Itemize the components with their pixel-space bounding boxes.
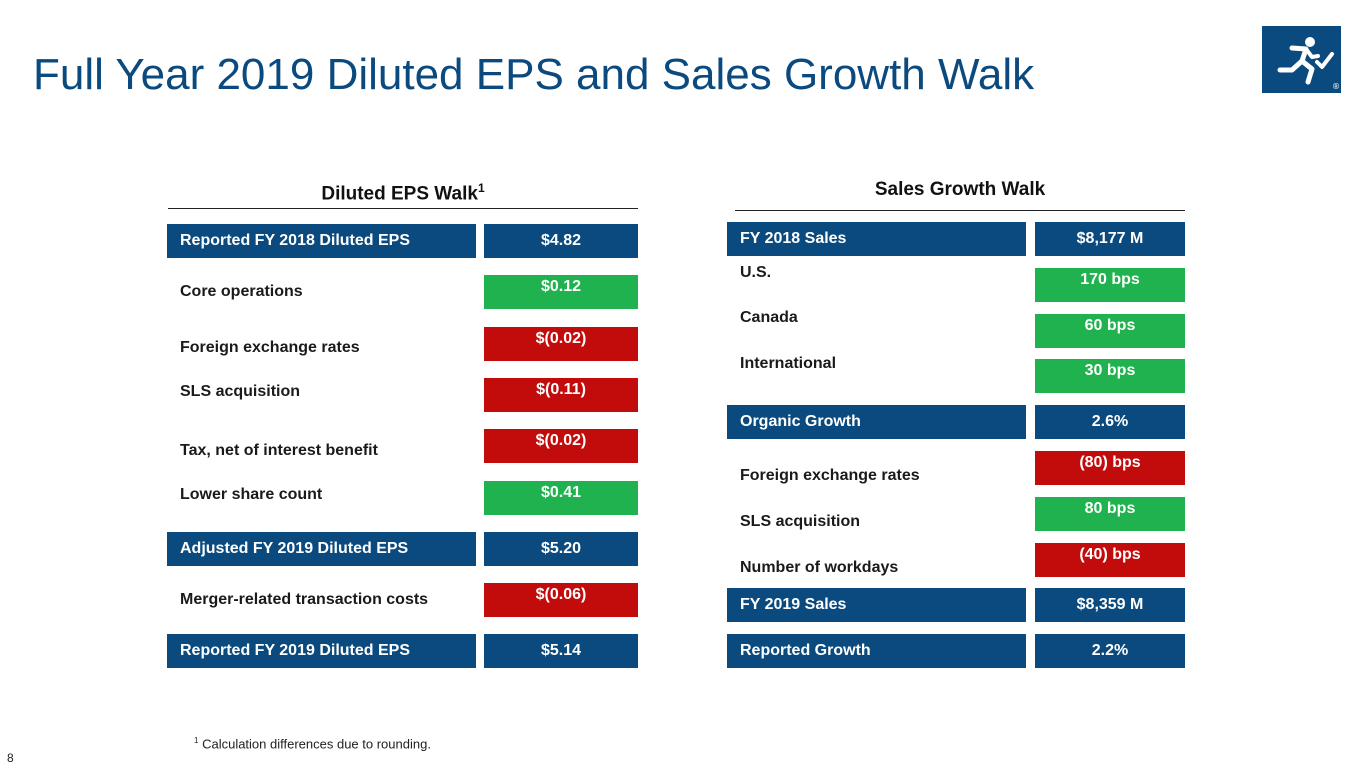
walk-row-label: Foreign exchange rates [740, 467, 920, 484]
walk-row-value: 2.6% [1035, 405, 1185, 440]
walk-row-label: Foreign exchange rates [180, 338, 360, 356]
walk-row-value: $8,177 M [1035, 222, 1185, 256]
walk-row-label: FY 2018 Sales [727, 222, 1026, 256]
walk-row-label: Tax, net of interest benefit [180, 442, 378, 460]
walk-row-label: SLS acquisition [180, 382, 301, 400]
walk-row-value: $0.41 [484, 480, 638, 515]
footnote-marker: 1 [194, 736, 199, 745]
walk-row-value: (80) bps [1035, 451, 1185, 485]
page-title: Full Year 2019 Diluted EPS and Sales Gro… [33, 50, 1035, 99]
walk-row-value: 2.2% [1035, 634, 1185, 669]
eps-heading-rule [168, 208, 638, 209]
company-logo: ® [1262, 26, 1341, 93]
walk-row-value: $(0.06) [484, 583, 638, 618]
registered-mark: ® [1332, 82, 1340, 91]
eps-walk-heading-footnote-ref: 1 [477, 181, 485, 195]
walk-row-value: 80 bps [1035, 496, 1185, 531]
walk-row-label: Reported Growth [727, 634, 1026, 669]
walk-row-label: Organic Growth [727, 405, 1026, 440]
walk-row-label: Adjusted FY 2019 Diluted EPS [167, 531, 476, 566]
walk-row-label: Number of workdays [740, 558, 899, 576]
eps-walk-heading-text: Diluted EPS Walk [321, 183, 478, 205]
walk-row-label: SLS acquisition [740, 512, 861, 530]
walk-row-value: $0.12 [484, 275, 638, 310]
sales-heading-rule [735, 210, 1185, 211]
walk-row-value: (40) bps [1035, 542, 1185, 577]
eps-walk-heading: Diluted EPS Walk1 [168, 181, 638, 205]
walk-row-label: Merger-related transaction costs [180, 591, 429, 609]
walk-row-label: Reported FY 2019 Diluted EPS [167, 634, 476, 669]
walk-row-value: $(0.02) [484, 429, 638, 464]
walk-row-value: 60 bps [1035, 313, 1185, 348]
footnote: 1 Calculation differences due to roundin… [194, 736, 431, 751]
footnote-text: Calculation differences due to rounding. [202, 736, 431, 752]
walk-row-label: Lower share count [180, 485, 323, 503]
page-number: 8 [7, 751, 14, 765]
walk-row-label: FY 2019 Sales [727, 588, 1026, 623]
walk-row-label: Core operations [180, 283, 303, 301]
sales-walk-heading: Sales Growth Walk [874, 179, 1046, 200]
walk-row-label: Canada [740, 308, 798, 326]
walk-row-value: 170 bps [1035, 267, 1185, 302]
running-figure-check-icon: ® [1277, 37, 1340, 91]
walk-row-value: $5.14 [484, 634, 638, 669]
walk-row-value: $(0.11) [484, 377, 638, 412]
walk-row-value: $4.82 [484, 224, 638, 258]
walk-row-value: $5.20 [484, 531, 638, 566]
walk-row-value: 30 bps [1035, 359, 1185, 394]
walk-row-value: $(0.02) [484, 326, 638, 361]
walk-row-value: $8,359 M [1035, 588, 1185, 623]
walk-row-label: U.S. [740, 263, 772, 281]
walk-row-label: Reported FY 2018 Diluted EPS [167, 224, 476, 258]
walk-row-label: International [740, 355, 837, 373]
